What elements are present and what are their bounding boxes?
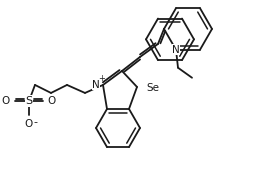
Text: N: N bbox=[92, 80, 100, 90]
Text: +: + bbox=[99, 74, 106, 83]
Text: Se: Se bbox=[146, 83, 159, 93]
Text: O: O bbox=[2, 96, 10, 106]
Text: O: O bbox=[25, 119, 33, 129]
Text: N: N bbox=[172, 45, 180, 55]
Text: S: S bbox=[25, 96, 33, 106]
Text: -: - bbox=[33, 117, 37, 127]
Text: O: O bbox=[48, 96, 56, 106]
